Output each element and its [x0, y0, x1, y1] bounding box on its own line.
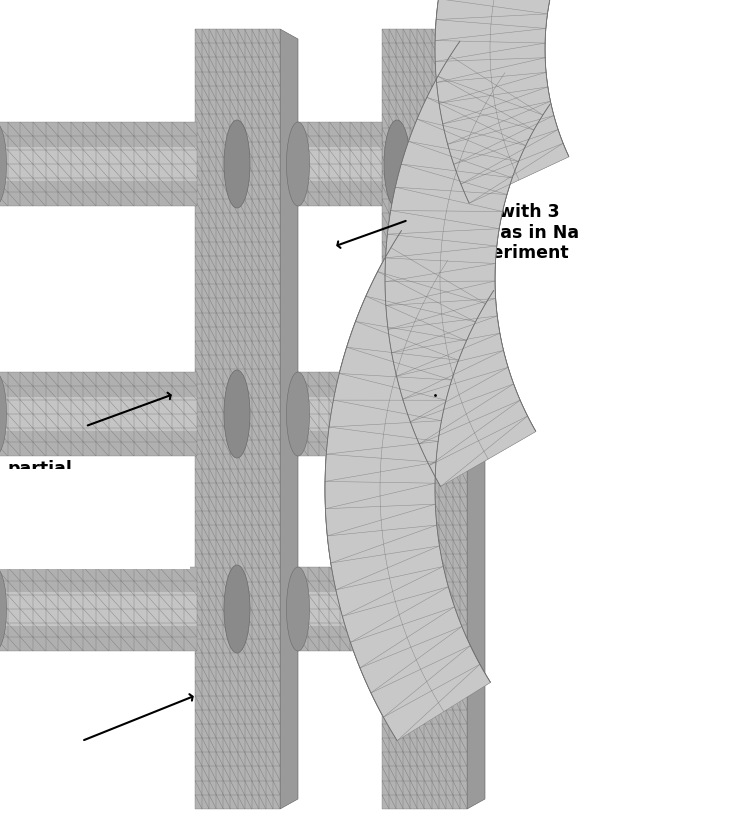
Polygon shape: [0, 372, 197, 457]
Polygon shape: [325, 231, 494, 741]
Polygon shape: [385, 42, 550, 487]
Polygon shape: [298, 372, 382, 457]
Polygon shape: [382, 30, 467, 809]
Polygon shape: [298, 123, 382, 207]
Ellipse shape: [0, 567, 7, 651]
Polygon shape: [298, 182, 382, 207]
Text: partial
OD30%: partial OD30%: [7, 459, 77, 498]
Ellipse shape: [224, 121, 250, 208]
Polygon shape: [435, 0, 605, 204]
Polygon shape: [298, 123, 382, 148]
Polygon shape: [0, 567, 197, 651]
Polygon shape: [0, 123, 197, 207]
Ellipse shape: [384, 566, 410, 653]
Ellipse shape: [0, 123, 7, 207]
Polygon shape: [298, 431, 382, 457]
Text: Large SP with 3
SG tubes as in Na
tank experiment
(2011): Large SP with 3 SG tubes as in Na tank e…: [406, 203, 579, 283]
Polygon shape: [485, 0, 731, 827]
Polygon shape: [195, 30, 280, 809]
Polygon shape: [298, 567, 382, 592]
Text: full circumf.
OD 20%: full circumf. OD 20%: [7, 798, 124, 827]
Polygon shape: [0, 372, 197, 398]
Polygon shape: [0, 659, 190, 827]
Ellipse shape: [287, 567, 309, 651]
Polygon shape: [0, 230, 190, 340]
Ellipse shape: [287, 372, 309, 457]
Polygon shape: [280, 30, 298, 809]
Polygon shape: [0, 431, 197, 457]
Polygon shape: [298, 372, 382, 398]
Polygon shape: [0, 626, 197, 651]
Polygon shape: [298, 567, 382, 651]
Polygon shape: [467, 30, 485, 809]
Polygon shape: [385, 42, 550, 487]
Ellipse shape: [0, 372, 7, 457]
Polygon shape: [325, 231, 494, 741]
Ellipse shape: [224, 566, 250, 653]
Ellipse shape: [287, 123, 309, 207]
Ellipse shape: [384, 370, 410, 458]
Polygon shape: [0, 567, 197, 592]
Polygon shape: [0, 470, 190, 569]
Polygon shape: [0, 0, 190, 120]
Ellipse shape: [384, 121, 410, 208]
Polygon shape: [298, 626, 382, 651]
Polygon shape: [0, 182, 197, 207]
Polygon shape: [435, 0, 605, 204]
Ellipse shape: [224, 370, 250, 458]
Polygon shape: [0, 123, 197, 148]
